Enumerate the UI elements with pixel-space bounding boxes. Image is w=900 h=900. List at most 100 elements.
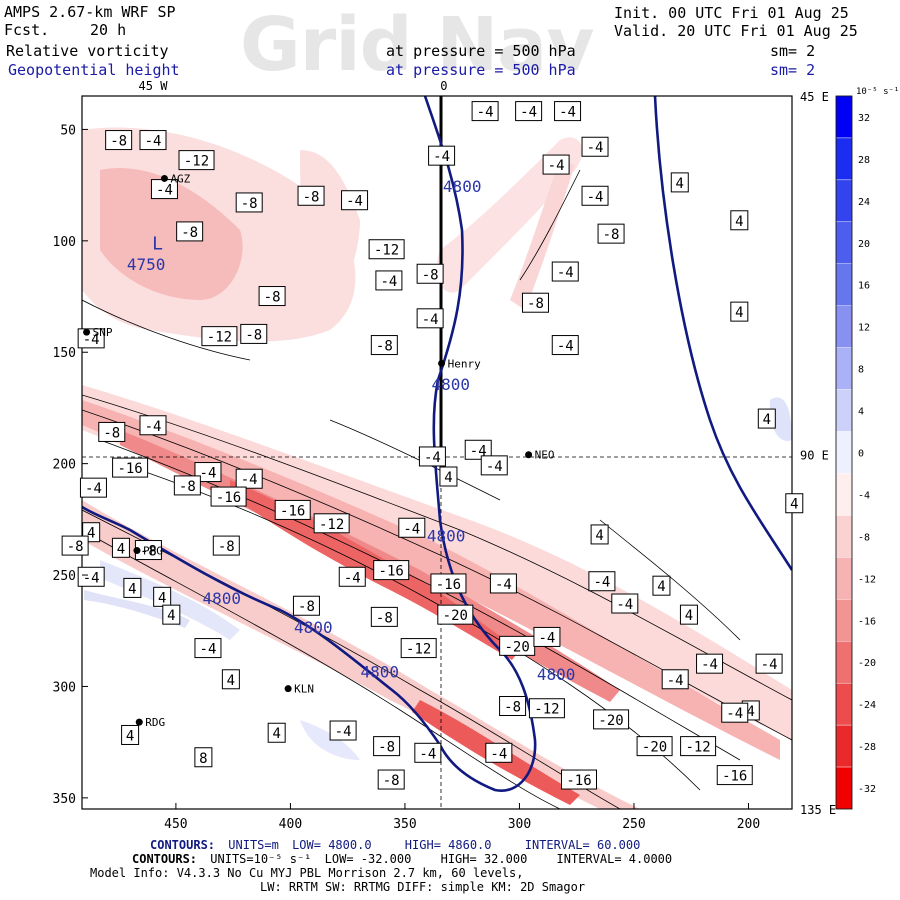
station-dot [284,685,292,693]
vorticity-contour-label: -8 [416,263,444,284]
vorticity-contour-label: 4 [221,669,240,690]
vorticity-label-text: -8 [67,539,84,555]
colorbar-swatch [835,515,853,558]
vorticity-label-box [680,736,717,757]
vorticity-label-box [176,221,204,242]
vorticity-contour-label: -4 [194,462,222,483]
station-dot [135,718,143,726]
height-contour-label: 4800 [360,663,399,682]
station-label: RDG [145,716,165,729]
colorbar-swatch [835,557,853,600]
vorticity-label-text: 4 [444,470,452,486]
vorticity-label-text: -4 [587,189,604,205]
colorbar-swatch [835,766,853,810]
colorbar-swatch [835,137,853,181]
vorticity-label-box [375,270,403,291]
vorticity-label-text: -12 [184,154,209,170]
low-pressure-marker: L [152,234,163,255]
vorticity-label-box [581,185,609,206]
vorticity-label-text: -8 [241,196,258,212]
vorticity-contour-label: -4 [551,335,579,356]
vorticity-label-box [341,190,369,211]
vorticity-contour-label: -8 [61,535,89,556]
vorticity-label-text: -12 [374,243,399,259]
colorbar-swatch [835,179,853,223]
station-dot [525,451,533,459]
vorticity-contour-label: -4 [489,573,517,594]
vorticity-label-text: -8 [298,599,315,615]
vorticity-label-box [292,595,320,616]
vorticity-label-box [439,466,458,487]
vorticity-contour-label: 4 [652,575,671,596]
vorticity-label-text: 4 [126,728,134,744]
axis-tick-layer: 450 400 350 300 250 200 50 100 150 200 250 300 350 45… [53,79,837,832]
vorticity-contour-label: -4 [77,566,105,587]
vorticity-contour-label: -4 [341,190,369,211]
vorticity-label-text: -8 [264,290,281,306]
vorticity-contour-label: -4 [471,101,499,122]
y-tick-label: 350 [53,792,76,807]
vorticity-label-text: -4 [486,459,503,475]
vorticity-contour-label: -4 [696,653,724,674]
vorticity-label-box [515,101,543,122]
vorticity-label-box [554,101,582,122]
vorticity-label-text: -4 [83,570,100,586]
vorticity-label-text: -4 [477,105,494,121]
vorticity-label-text: -12 [207,330,232,346]
vorticity-label-box [201,326,238,347]
vorticity-label-text: -4 [85,481,102,497]
vorticity-label-text: 4 [790,497,798,513]
colorbar-tick-label: 16 [858,281,870,292]
vorticity-label-box [112,457,149,478]
vorticity-contour-label: -4 [418,446,446,467]
colorbar-tick-label: 8 [858,365,864,376]
vorticity-label-box [274,499,311,520]
vorticity-label-box [464,439,492,460]
vorticity-contour-label: -8 [212,535,240,556]
colorbar-swatch [835,641,853,684]
meridian-label: 45 E [800,90,829,104]
vorticity-label-box [194,638,222,659]
x-tick-label: 200 [737,817,760,832]
meridian-label: 0 [440,79,447,93]
vorticity-label-text: -4 [470,443,487,459]
vorticity-label-box [123,577,142,598]
vorticity-label-box [597,223,625,244]
vorticity-contour-label: -4 [721,702,749,723]
height-contour-label: 4800 [537,665,576,684]
vorticity-label-text: -4 [422,312,439,328]
station-label: NEO [535,449,555,462]
vorticity-contour-label: -4 [661,669,689,690]
vorticity-contour-label: -12 [313,513,350,534]
colorbar-swatch [835,95,853,139]
vorticity-label-text: -4 [424,450,441,466]
vorticity-label-text: -4 [145,419,162,435]
vorticity-label-box [593,709,630,730]
vorticity-contour-label: -8 [258,286,286,307]
vorticity-label-box [368,239,405,260]
y-tick-label: 300 [53,680,76,695]
vorticity-contour-label: -4 [755,653,783,674]
vorticity-label-box [581,136,609,157]
vorticity-contour-label: -8 [98,421,126,442]
vorticity-label-box [377,769,405,790]
vorticity-contour-label: -8 [499,696,527,717]
model-title: AMPS 2.67-km WRF SP [4,3,176,21]
vorticity-label-box [178,150,215,171]
vorticity-label-box [212,535,240,556]
vorticity-contour-label: -4 [551,261,579,282]
vorticity-contour-label: -8 [240,323,268,344]
vorticity-label-text: -8 [603,227,620,243]
colorbar-swatch [835,724,853,768]
vorticity-label-box [121,724,140,745]
vorticity-contour-label: -16 [210,486,247,507]
y-tick-label: 150 [53,346,76,361]
vorticity-label-box [696,653,724,674]
vorticity-label-text: -8 [504,700,521,716]
vorticity-contour-label: -12 [201,326,238,347]
vorticity-label-text: -4 [557,265,574,281]
vorticity-label-box [785,493,804,514]
vorticity-contour-label: -4 [588,571,616,592]
vorticity-label-text: -8 [422,267,439,283]
vorticity-label-box [542,154,570,175]
